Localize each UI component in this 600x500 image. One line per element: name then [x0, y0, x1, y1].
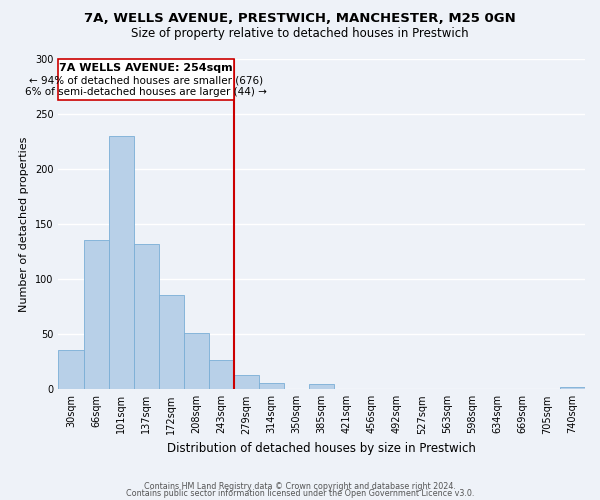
X-axis label: Distribution of detached houses by size in Prestwich: Distribution of detached houses by size … — [167, 442, 476, 455]
Text: 6% of semi-detached houses are larger (44) →: 6% of semi-detached houses are larger (4… — [25, 86, 267, 97]
Bar — [134, 244, 159, 390]
Text: 7A, WELLS AVENUE, PRESTWICH, MANCHESTER, M25 0GN: 7A, WELLS AVENUE, PRESTWICH, MANCHESTER,… — [84, 12, 516, 26]
Text: Contains HM Land Registry data © Crown copyright and database right 2024.: Contains HM Land Registry data © Crown c… — [144, 482, 456, 491]
Y-axis label: Number of detached properties: Number of detached properties — [19, 136, 29, 312]
Text: Size of property relative to detached houses in Prestwich: Size of property relative to detached ho… — [131, 28, 469, 40]
Text: ← 94% of detached houses are smaller (676): ← 94% of detached houses are smaller (67… — [29, 76, 263, 86]
Bar — [259, 382, 284, 390]
Bar — [58, 350, 83, 390]
Bar — [109, 136, 134, 390]
Text: Contains public sector information licensed under the Open Government Licence v3: Contains public sector information licen… — [126, 490, 474, 498]
Bar — [184, 333, 209, 390]
Bar — [234, 375, 259, 390]
Bar — [209, 360, 234, 390]
Bar — [159, 294, 184, 390]
Text: 7A WELLS AVENUE: 254sqm: 7A WELLS AVENUE: 254sqm — [59, 64, 233, 74]
Bar — [83, 240, 109, 390]
FancyBboxPatch shape — [58, 59, 234, 100]
Bar — [309, 384, 334, 390]
Bar — [560, 387, 585, 390]
